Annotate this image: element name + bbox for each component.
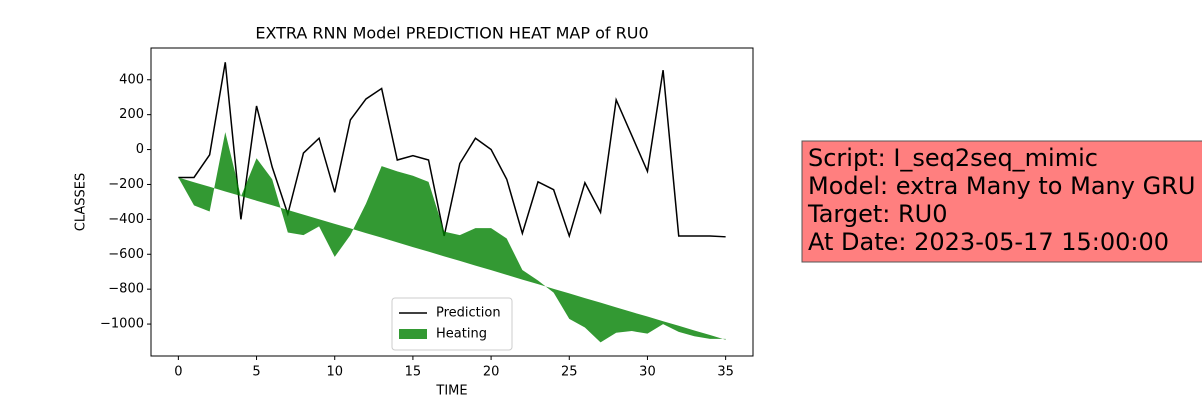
x-axis-label: TIME [435, 384, 467, 399]
y-tick-label: 200 [119, 107, 144, 122]
x-tick-label: 20 [483, 365, 500, 380]
plot-frame [150, 47, 754, 357]
x-tick-label: 0 [174, 365, 182, 380]
legend-label: Prediction [436, 306, 501, 321]
y-tick-label: −800 [108, 282, 144, 297]
x-tick-label: 35 [717, 365, 734, 380]
y-axis-label: CLASSES [74, 173, 89, 231]
y-tick-label: −400 [108, 212, 144, 227]
annotation-box [801, 140, 1202, 263]
y-tick-label: −1000 [100, 317, 144, 332]
annotation-text: At Date: 2023-05-17 15:00:00 [808, 228, 1169, 256]
annotation-text: Script: I_seq2seq_mimic [808, 144, 1098, 172]
line [178, 62, 726, 239]
y-tick-label: 0 [136, 142, 144, 157]
x-tick-label: 10 [326, 365, 343, 380]
area [178, 132, 726, 343]
legend-label: Heating [436, 327, 487, 342]
y-tick-label: −200 [108, 177, 144, 192]
legend-swatch [399, 329, 427, 339]
y-tick-label: 400 [119, 72, 144, 87]
annotation-text: Target: RU0 [807, 200, 947, 228]
chart-title: EXTRA RNN Model PREDICTION HEAT MAP of R… [255, 24, 648, 43]
x-tick-label: 30 [639, 365, 656, 380]
y-tick-label: −600 [108, 247, 144, 262]
annotation-text: Model: extra Many to Many GRU [808, 172, 1195, 200]
x-tick-label: 5 [252, 365, 260, 380]
x-tick-label: 15 [405, 365, 422, 380]
x-tick-label: 25 [561, 365, 578, 380]
